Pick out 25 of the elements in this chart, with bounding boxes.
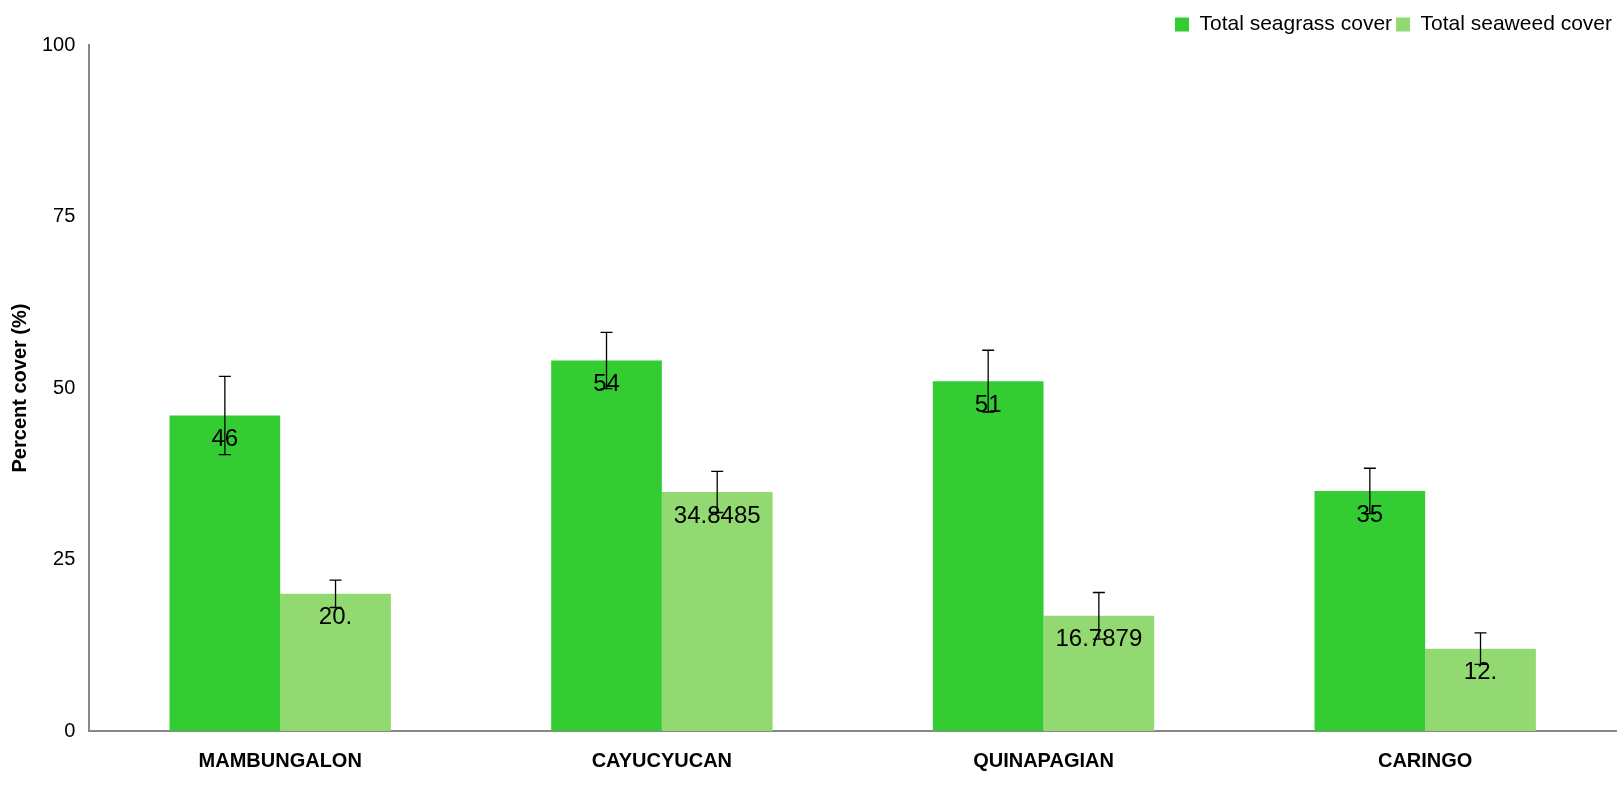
x-tick-label: CARINGO	[1377, 748, 1473, 771]
y-tick-label: 100	[41, 32, 76, 55]
data-label: 12.	[1463, 657, 1498, 685]
bar	[1314, 490, 1426, 731]
data-label: 20.	[318, 602, 353, 630]
data-label: 35	[1356, 499, 1384, 527]
bar	[1425, 648, 1536, 731]
legend-label: Total seaweed cover	[1420, 11, 1613, 35]
bar	[169, 415, 281, 731]
data-label: 34.8485	[673, 500, 761, 528]
bar	[551, 360, 662, 731]
y-axis-title: Percent cover (%)	[7, 303, 30, 473]
x-tick-label: MAMBUNGALON	[198, 748, 362, 771]
data-label: 16.7879	[1055, 624, 1143, 652]
legend-label: Total seagrass cover	[1199, 11, 1393, 35]
x-tick-label: CAYUCYUCAN	[591, 748, 733, 771]
bar	[661, 491, 773, 731]
y-tick-label: 75	[53, 204, 76, 227]
y-tick-label: 25	[53, 547, 76, 570]
bar	[1043, 615, 1155, 731]
x-tick-label: QUINAPAGIAN	[973, 748, 1114, 771]
y-tick-label: 0	[64, 718, 76, 741]
bar	[932, 381, 1044, 731]
y-tick-label: 50	[53, 375, 76, 398]
bar	[280, 593, 391, 731]
